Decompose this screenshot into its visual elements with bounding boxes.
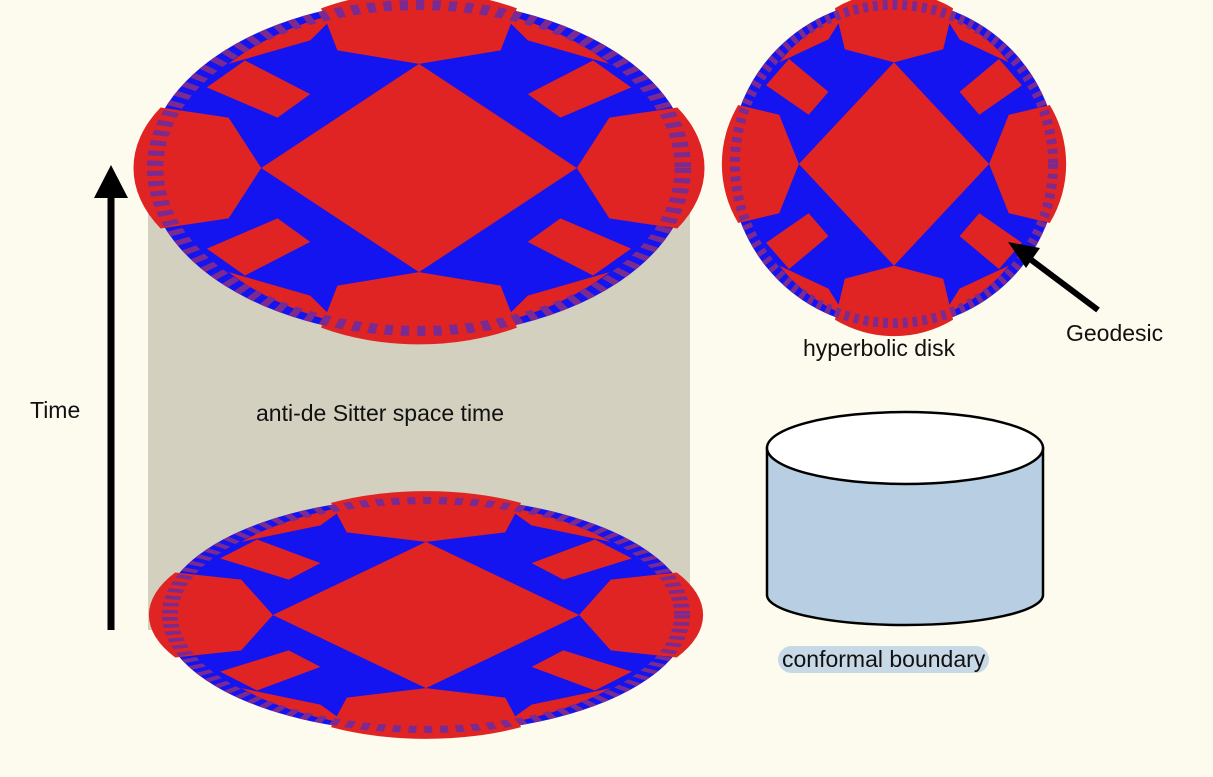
hyperbolic-disk [722, 0, 1066, 336]
geodesic-arrow [1008, 242, 1100, 313]
conformal-boundary-cylinder [765, 410, 1045, 627]
conformal-boundary-label: conformal boundary [778, 646, 990, 673]
time-label: Time [30, 397, 81, 423]
hyperbolic-disk-label: hyperbolic disk [803, 335, 956, 361]
geodesic-label: Geodesic [1066, 320, 1164, 346]
time-arrow [94, 165, 128, 630]
ads-spacetime-label: anti-de Sitter space time [256, 400, 505, 426]
